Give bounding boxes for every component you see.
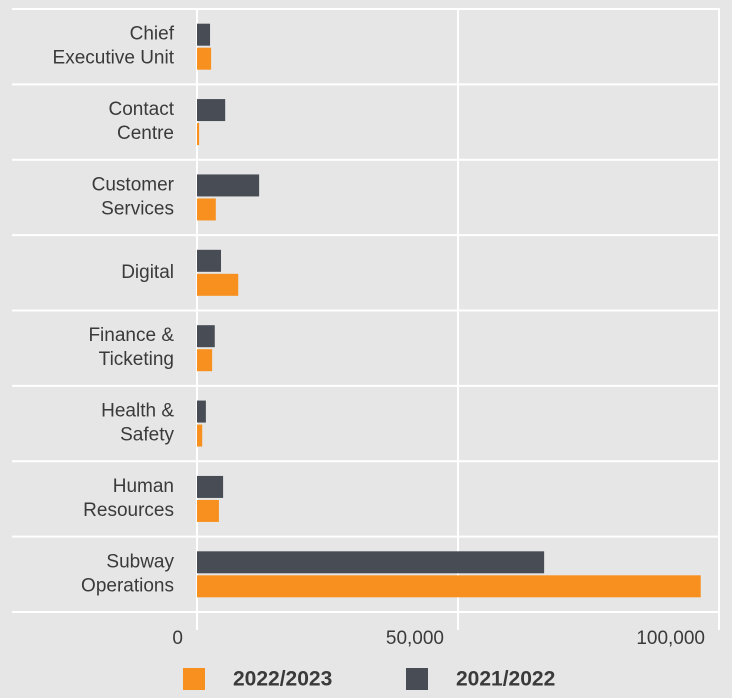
x-tick-label: 0: [172, 628, 183, 649]
category-label: Operations: [81, 575, 174, 596]
legend-label: 2021/2022: [456, 668, 555, 691]
category-label: Safety: [120, 425, 174, 446]
x-tick-label: 100,000: [636, 628, 705, 649]
category-label: Subway: [106, 551, 174, 572]
category-label: Executive Unit: [53, 48, 175, 69]
legend-swatch: [183, 668, 205, 690]
bar: [197, 99, 226, 122]
category-label: Ticketing: [99, 349, 174, 370]
bar: [197, 198, 216, 221]
bar: [197, 325, 215, 348]
bar: [197, 249, 222, 272]
bar: [197, 23, 211, 46]
category-label: Digital: [121, 262, 174, 283]
bar: [197, 475, 224, 498]
category-label: Services: [101, 198, 174, 219]
legend-swatch: [406, 668, 428, 690]
category-label: Contact: [109, 99, 175, 120]
category-label: Health &: [101, 401, 174, 422]
bar: [197, 499, 219, 522]
category-label: Resources: [83, 500, 174, 521]
bar: [197, 551, 545, 574]
bar: [197, 273, 239, 296]
bar: [197, 174, 260, 197]
bar: [197, 424, 203, 447]
category-label: Finance &: [88, 325, 174, 346]
bar: [197, 123, 200, 146]
category-label: Human: [113, 476, 174, 497]
legend-label: 2022/2023: [233, 668, 332, 691]
x-tick-label: 50,000: [386, 628, 444, 649]
category-label: Centre: [117, 123, 174, 144]
category-label: Chief: [130, 24, 175, 45]
bar: [197, 349, 213, 372]
bar: [197, 575, 701, 598]
bar: [197, 400, 206, 423]
category-label: Customer: [92, 174, 175, 195]
bar: [197, 47, 212, 70]
